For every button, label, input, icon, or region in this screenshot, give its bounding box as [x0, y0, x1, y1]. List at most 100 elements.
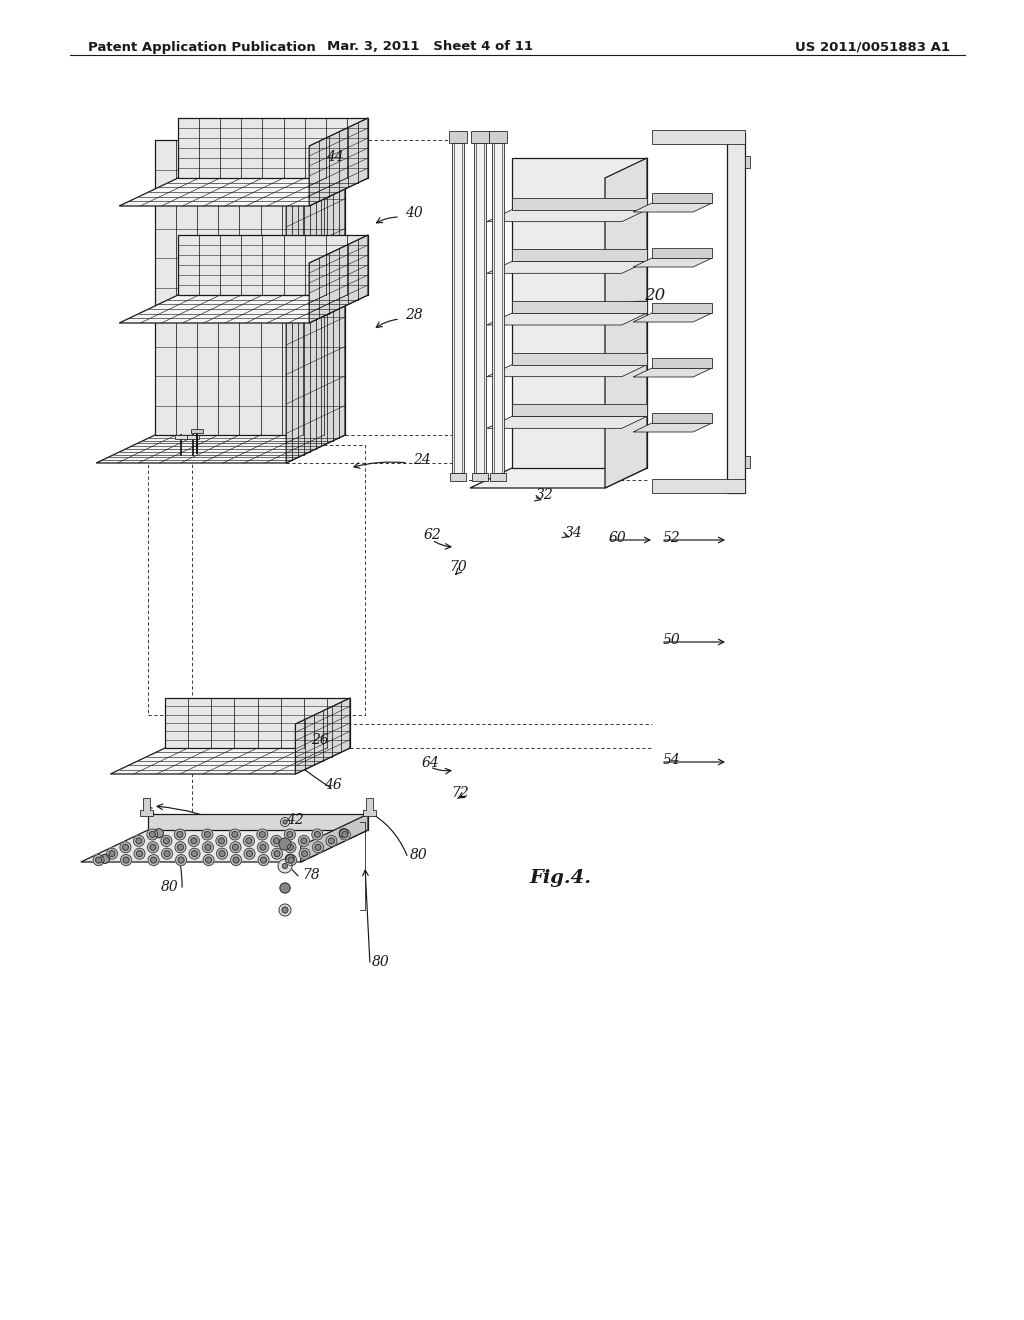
Circle shape — [229, 829, 241, 840]
Circle shape — [285, 842, 296, 853]
Polygon shape — [81, 830, 368, 862]
Bar — [492, 143, 504, 473]
Polygon shape — [512, 352, 647, 364]
Circle shape — [279, 838, 291, 850]
Circle shape — [191, 850, 198, 857]
Circle shape — [162, 849, 172, 859]
Polygon shape — [486, 313, 647, 325]
Polygon shape — [633, 368, 712, 378]
Circle shape — [175, 854, 186, 866]
Polygon shape — [96, 436, 345, 463]
Circle shape — [205, 845, 211, 850]
Circle shape — [177, 832, 183, 837]
Text: 54: 54 — [664, 752, 681, 767]
Circle shape — [146, 829, 158, 840]
Circle shape — [151, 857, 157, 863]
Circle shape — [339, 829, 350, 840]
Polygon shape — [652, 413, 712, 422]
Circle shape — [285, 829, 295, 840]
Text: 50: 50 — [664, 634, 681, 647]
Circle shape — [231, 832, 238, 837]
Circle shape — [246, 838, 252, 843]
Circle shape — [286, 854, 297, 866]
Circle shape — [177, 845, 183, 850]
Polygon shape — [362, 799, 376, 816]
Text: 46: 46 — [325, 777, 342, 792]
Polygon shape — [633, 313, 712, 322]
Circle shape — [136, 838, 142, 843]
Circle shape — [278, 859, 292, 873]
Circle shape — [134, 849, 145, 859]
Text: 52: 52 — [664, 531, 681, 545]
Circle shape — [120, 842, 131, 853]
Text: US 2011/0051883 A1: US 2011/0051883 A1 — [795, 41, 950, 54]
Circle shape — [315, 845, 321, 850]
Circle shape — [218, 838, 224, 843]
Circle shape — [342, 832, 348, 837]
Circle shape — [281, 817, 290, 826]
Circle shape — [95, 857, 101, 863]
Circle shape — [100, 854, 110, 863]
Polygon shape — [486, 261, 647, 273]
Circle shape — [219, 850, 225, 857]
Text: Fig.4.: Fig.4. — [529, 869, 591, 887]
Polygon shape — [309, 235, 368, 323]
Polygon shape — [119, 294, 368, 323]
Polygon shape — [295, 698, 350, 774]
Text: 42: 42 — [286, 813, 304, 828]
Text: 24: 24 — [413, 453, 431, 467]
Circle shape — [260, 857, 266, 863]
Circle shape — [280, 883, 290, 894]
Circle shape — [93, 854, 104, 866]
Polygon shape — [486, 210, 647, 222]
Circle shape — [283, 820, 287, 824]
Polygon shape — [119, 178, 368, 206]
Circle shape — [287, 832, 293, 837]
Circle shape — [232, 845, 239, 850]
Bar — [472, 473, 488, 480]
Bar — [652, 129, 745, 144]
Circle shape — [147, 842, 159, 853]
Text: 32: 32 — [537, 488, 554, 502]
Polygon shape — [148, 814, 368, 830]
Circle shape — [150, 832, 156, 837]
Circle shape — [279, 904, 291, 916]
Circle shape — [178, 857, 184, 863]
Circle shape — [280, 883, 290, 894]
Circle shape — [257, 842, 268, 853]
Text: 34: 34 — [565, 525, 583, 540]
Polygon shape — [512, 249, 647, 261]
Circle shape — [123, 857, 129, 863]
Polygon shape — [187, 436, 199, 440]
Bar — [727, 133, 745, 492]
Polygon shape — [175, 436, 187, 440]
Circle shape — [216, 849, 227, 859]
Text: 70: 70 — [450, 560, 467, 574]
Circle shape — [281, 840, 289, 847]
Polygon shape — [512, 301, 647, 313]
Circle shape — [150, 845, 156, 850]
Circle shape — [188, 836, 200, 846]
Circle shape — [164, 838, 169, 843]
Polygon shape — [309, 117, 368, 206]
Circle shape — [314, 832, 321, 837]
Circle shape — [148, 854, 159, 866]
Polygon shape — [301, 814, 368, 862]
Text: 72: 72 — [452, 785, 469, 800]
Circle shape — [161, 836, 172, 846]
Polygon shape — [652, 248, 712, 257]
Circle shape — [230, 842, 241, 853]
Polygon shape — [111, 748, 350, 774]
Circle shape — [258, 854, 269, 866]
Circle shape — [283, 863, 288, 869]
Circle shape — [271, 836, 282, 846]
Circle shape — [109, 850, 115, 857]
Polygon shape — [633, 422, 712, 432]
Polygon shape — [165, 698, 350, 748]
Text: 20: 20 — [644, 286, 666, 304]
Text: 62: 62 — [423, 528, 441, 543]
Circle shape — [312, 842, 324, 853]
Circle shape — [288, 857, 294, 863]
Circle shape — [282, 907, 288, 913]
Circle shape — [326, 836, 337, 846]
